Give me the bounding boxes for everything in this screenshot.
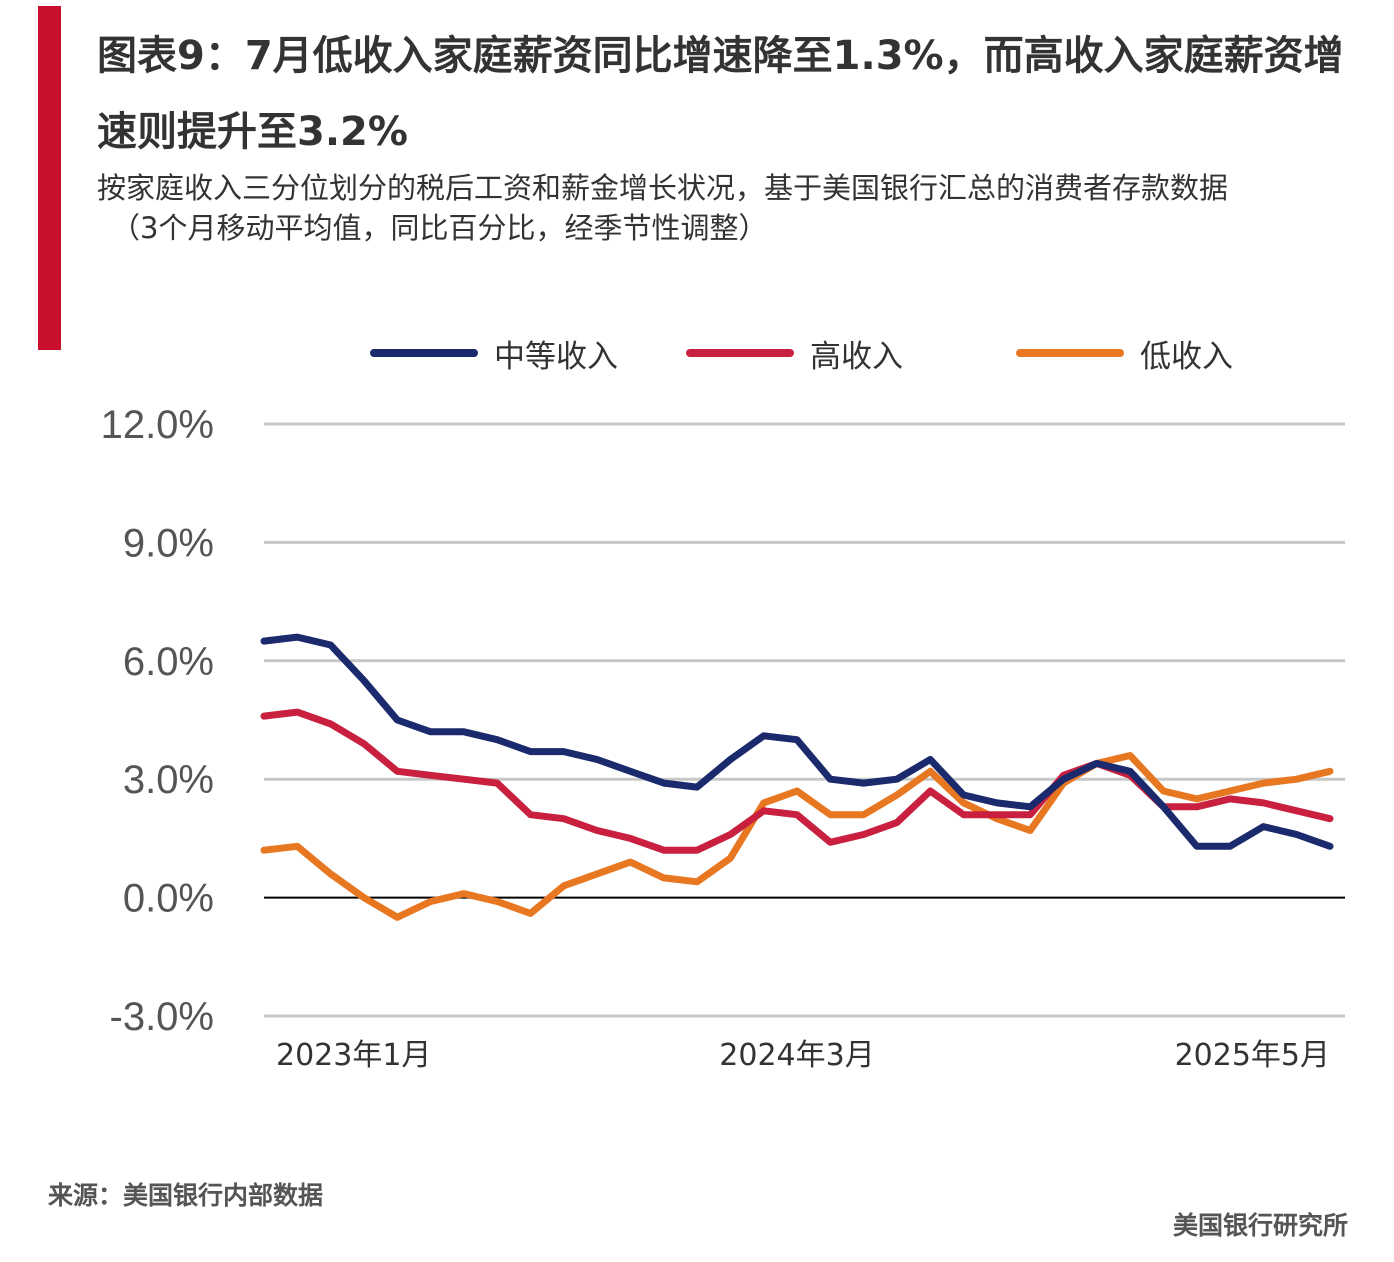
chart-title: 图表9：7月低收入家庭薪资同比增速降至1.3%，而高收入家庭薪资增速则提升至3.… bbox=[97, 33, 1344, 155]
legend-swatch-middle bbox=[370, 349, 478, 357]
legend-label-low: 低收入 bbox=[1140, 338, 1233, 375]
x-tick-label: 2023年1月 bbox=[276, 1038, 431, 1073]
subtitle-line-1: 按家庭收入三分位划分的税后工资和薪金增长状况，基于美国银行汇总的消费者存款数据 bbox=[97, 171, 1229, 205]
y-tick-label: 12.0% bbox=[101, 403, 214, 447]
accent-bar bbox=[38, 6, 61, 350]
series-line-middle-income bbox=[260, 633, 1334, 850]
y-tick-label: 3.0% bbox=[123, 758, 214, 802]
y-tick-label: 6.0% bbox=[123, 640, 214, 684]
legend-swatch-low bbox=[1016, 349, 1124, 357]
legend-item-low: 低收入 bbox=[1016, 330, 1233, 376]
line-chart: 12.0% 9.0% 6.0% 3.0% 0.0% -3.0% 2023年1月 2024年3… bbox=[101, 403, 1345, 1073]
legend-item-high: 高收入 bbox=[686, 330, 903, 376]
x-tick-label: 2024年3月 bbox=[719, 1038, 874, 1073]
chart-subtitle: 按家庭收入三分位划分的税后工资和薪金增长状况，基于美国银行汇总的消费者存款数据 … bbox=[97, 168, 1392, 248]
series-lines bbox=[260, 633, 1334, 921]
y-tick-label: -3.0% bbox=[110, 995, 215, 1039]
subtitle-line-2: （3个月移动平均值，同比百分比，经季节性调整） bbox=[111, 211, 768, 245]
legend-label-middle: 中等收入 bbox=[494, 338, 618, 375]
source-note: 来源：美国银行内部数据 bbox=[48, 1181, 324, 1210]
y-tick-label: 9.0% bbox=[123, 521, 214, 565]
chart-legend: 中等收入 高收入 低收入 bbox=[370, 330, 1270, 376]
x-tick-label: 2025年5月 bbox=[1175, 1038, 1330, 1073]
y-tick-label: 0.0% bbox=[123, 877, 214, 921]
x-axis-tick-labels: 2023年1月 2024年3月 2025年5月 bbox=[276, 1038, 1330, 1073]
brand-name: 美国银行研究所 bbox=[1172, 1211, 1348, 1240]
series-line-low-income bbox=[260, 752, 1334, 921]
legend-item-middle: 中等收入 bbox=[370, 330, 618, 376]
legend-label-high: 高收入 bbox=[810, 338, 903, 375]
grid-lines bbox=[264, 422, 1345, 1018]
legend-swatch-high bbox=[686, 349, 794, 357]
y-axis-tick-labels: 12.0% 9.0% 6.0% 3.0% 0.0% -3.0% bbox=[101, 403, 214, 1039]
